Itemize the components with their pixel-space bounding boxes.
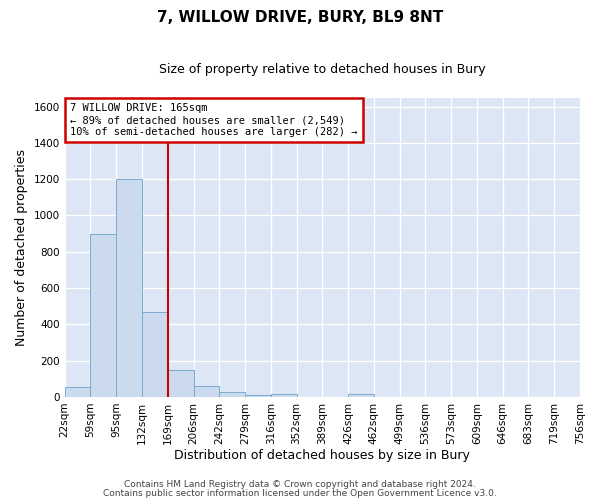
Bar (193, 386, 219, 397)
Text: 7, WILLOW DRIVE, BURY, BL9 8NT: 7, WILLOW DRIVE, BURY, BL9 8NT (157, 10, 443, 25)
Text: Contains HM Land Registry data © Crown copyright and database right 2024.: Contains HM Land Registry data © Crown c… (124, 480, 476, 489)
Bar (271, 394, 296, 397)
Bar (91, 234, 116, 397)
Bar (245, 395, 271, 397)
Text: 7 WILLOW DRIVE: 165sqm
← 89% of detached houses are smaller (2,549)
10% of semi-: 7 WILLOW DRIVE: 165sqm ← 89% of detached… (70, 104, 358, 136)
X-axis label: Distribution of detached houses by size in Bury: Distribution of detached houses by size … (175, 450, 470, 462)
Text: Contains public sector information licensed under the Open Government Licence v3: Contains public sector information licen… (103, 488, 497, 498)
Bar (65, 387, 91, 397)
Bar (348, 394, 374, 397)
Bar (116, 179, 142, 397)
Bar (168, 370, 193, 397)
Bar (142, 312, 168, 397)
Title: Size of property relative to detached houses in Bury: Size of property relative to detached ho… (159, 62, 485, 76)
Bar (219, 392, 245, 397)
Y-axis label: Number of detached properties: Number of detached properties (15, 148, 28, 346)
